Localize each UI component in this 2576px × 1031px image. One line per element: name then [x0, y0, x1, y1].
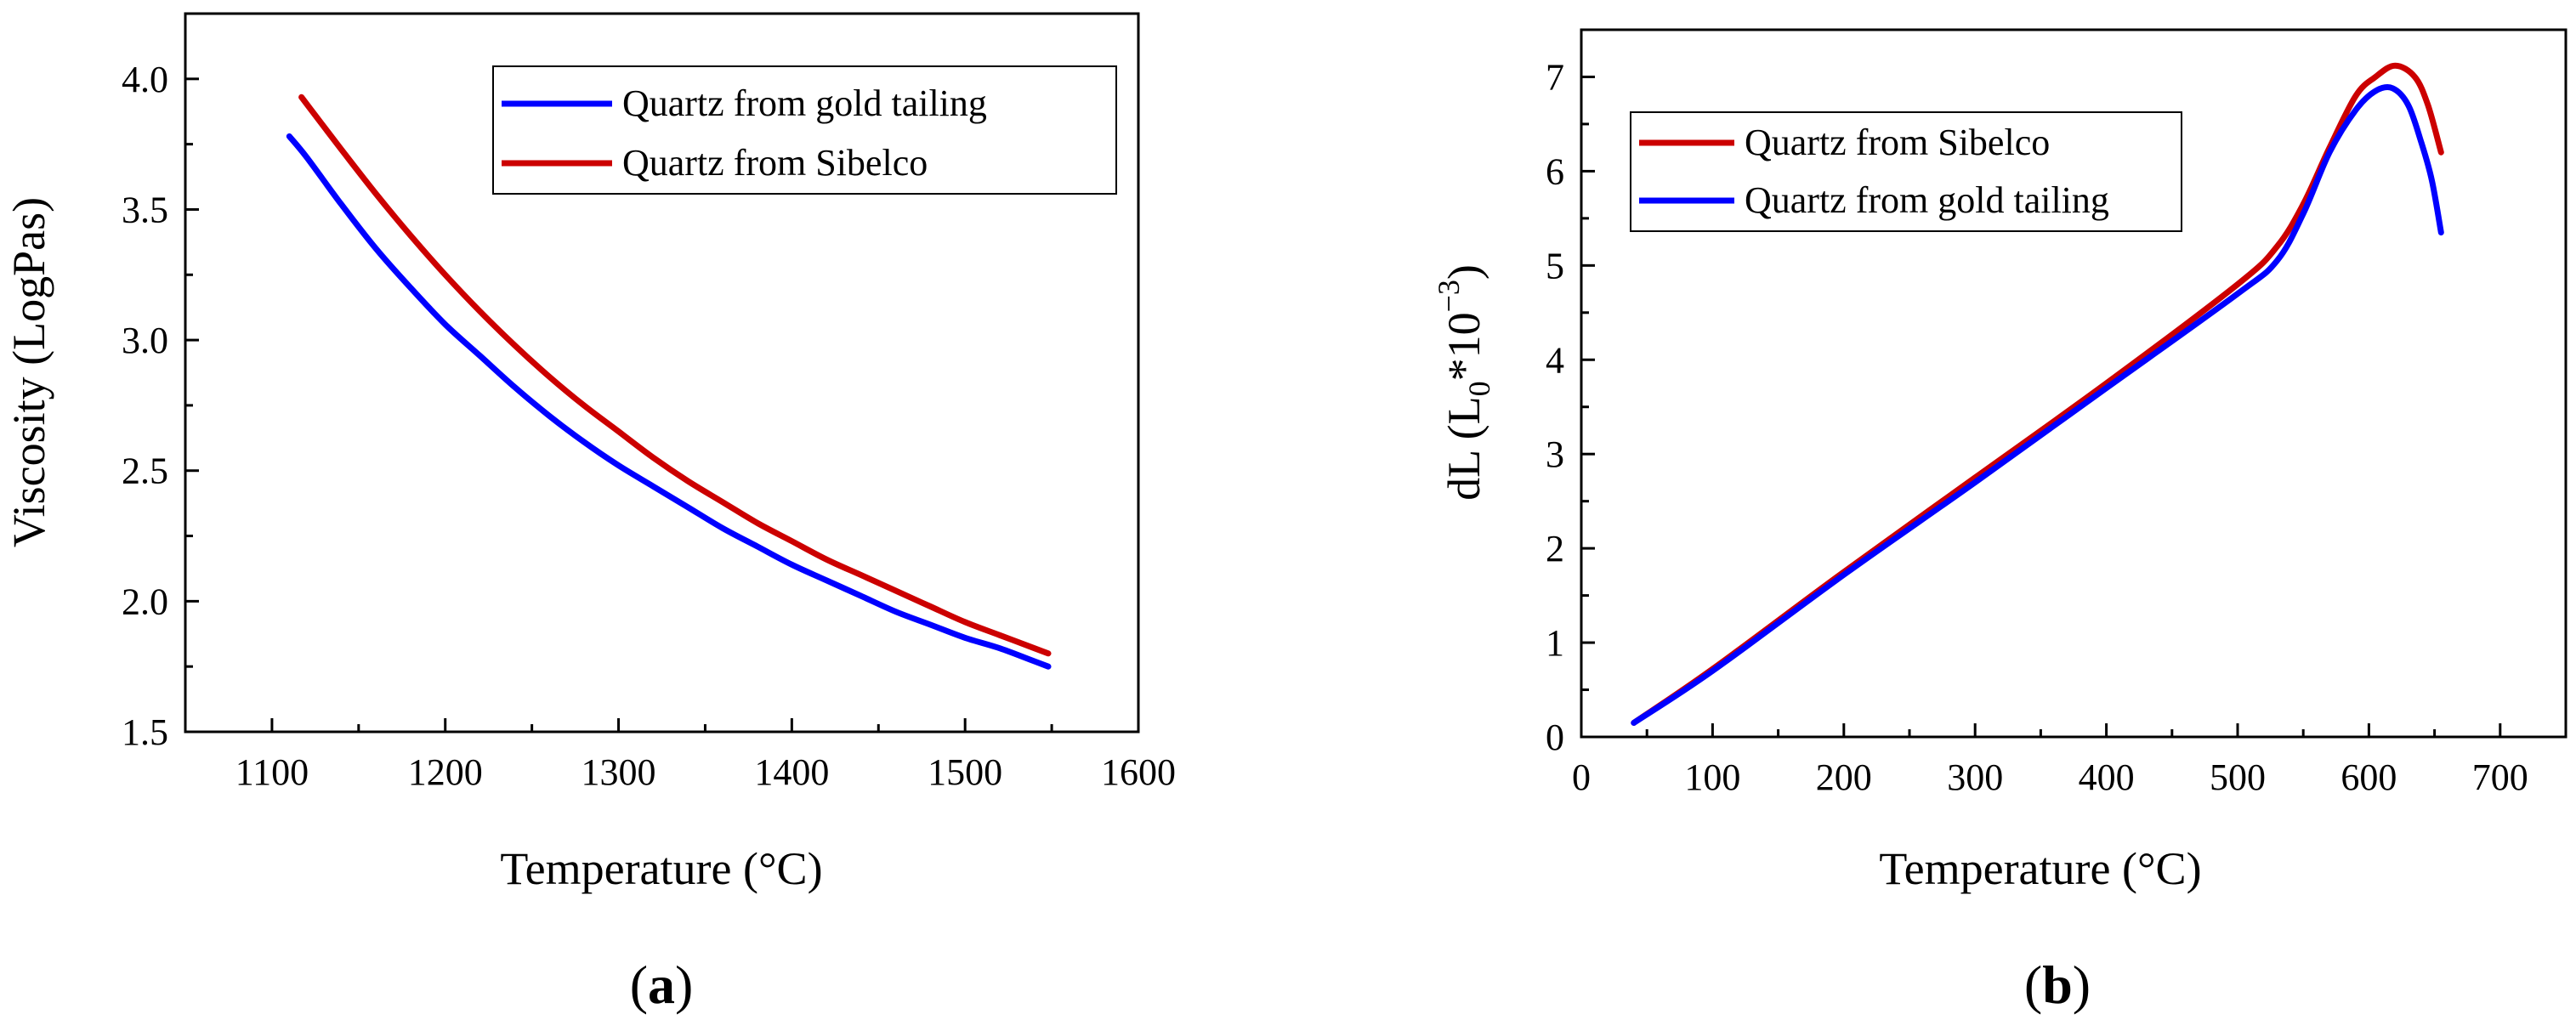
y-tick-label-b-6: 6 — [1546, 150, 1564, 192]
x-tick-label-b-4: 400 — [2079, 756, 2135, 798]
x-tick-labels-b: 0 100 200 300 400 500 600 700 — [1572, 756, 2528, 798]
y-tick-label-b-2: 2 — [1546, 528, 1564, 569]
x-tick-label-a-2: 1300 — [582, 751, 656, 793]
panel-label-a: (a) — [630, 955, 694, 1015]
series-group-b — [1631, 62, 2444, 726]
y-tick-labels-b: 0 1 2 3 4 5 6 7 — [1546, 56, 1564, 758]
y-tick-label-b-5: 5 — [1546, 245, 1564, 286]
legend-box-b — [1630, 111, 2182, 232]
series-line-b-quartz-from-gold-tailing — [1631, 84, 2444, 726]
y-tick-labels-a: 1.5 2.0 2.5 3.0 3.5 4.0 — [122, 59, 168, 753]
tick-marks-a — [185, 77, 1140, 734]
y-tick-label-b-7: 7 — [1546, 56, 1564, 98]
x-tick-label-a-5: 1600 — [1101, 751, 1176, 793]
series-line-a-quartz-from-gold-tailing — [286, 133, 1052, 670]
chart-panel-b: 0 100 200 300 400 500 600 700 0 1 2 3 4 5 6 7 Temperat… — [1432, 28, 2567, 1015]
y-axis-title-b: dL (L0*10−3) — [1432, 264, 1496, 501]
legend-label-sibelco-b: Quartz from Sibelco — [1745, 122, 2050, 163]
x-tick-labels-a: 1100 1200 1300 1400 1500 1600 — [235, 751, 1176, 793]
legend-label-gold-tailing-a: Quartz from gold tailing — [622, 82, 987, 124]
y-tick-label-a-4: 3.5 — [122, 189, 168, 230]
tick-marks-b — [1580, 75, 2502, 739]
x-tick-label-b-7: 700 — [2472, 756, 2528, 798]
y-tick-label-a-1: 2.0 — [122, 581, 168, 622]
x-tick-label-b-3: 300 — [1947, 756, 2003, 798]
y-axis-title-a: Viscosity (LogPas) — [3, 197, 54, 547]
legend-label-gold-tailing-b: Quartz from gold tailing — [1745, 179, 2109, 221]
x-tick-label-a-0: 1100 — [235, 751, 309, 793]
x-axis-title-a: Temperature (°C) — [500, 843, 822, 894]
y-tick-label-a-2: 2.5 — [122, 450, 168, 492]
series-group-a — [286, 93, 1052, 670]
y-tick-label-a-3: 3.0 — [122, 320, 168, 361]
y-tick-label-a-5: 4.0 — [122, 59, 168, 100]
legend-a: Quartz from gold tailing Quartz from Sib… — [492, 65, 1117, 195]
plot-frame-b — [1580, 28, 2567, 739]
y-tick-label-b-3: 3 — [1546, 433, 1564, 475]
x-tick-label-b-1: 100 — [1684, 756, 1740, 798]
plot-frame-a — [184, 12, 1140, 734]
y-tick-label-a-0: 1.5 — [122, 711, 168, 753]
series-line-a-quartz-from-sibelco — [298, 93, 1052, 657]
y-tick-label-b-1: 1 — [1546, 622, 1564, 664]
x-tick-label-b-6: 600 — [2341, 756, 2397, 798]
y-tick-label-b-0: 0 — [1546, 717, 1564, 758]
x-tick-label-b-0: 0 — [1572, 756, 1591, 798]
legend-label-sibelco-a: Quartz from Sibelco — [622, 142, 928, 184]
chart-panel-a: 1100 1200 1300 1400 1500 1600 1.5 2.0 2.5 3.0 3.5… — [3, 12, 1176, 1015]
x-tick-label-b-2: 200 — [1816, 756, 1872, 798]
x-axis-title-b: Temperature (°C) — [1879, 843, 2201, 894]
x-tick-label-a-4: 1500 — [928, 751, 1002, 793]
x-tick-label-b-5: 500 — [2210, 756, 2266, 798]
x-tick-label-a-3: 1400 — [754, 751, 829, 793]
legend-box-a — [492, 65, 1117, 195]
y-tick-label-b-4: 4 — [1546, 339, 1564, 381]
panel-label-b: (b) — [2024, 955, 2091, 1015]
x-tick-label-a-1: 1200 — [408, 751, 483, 793]
legend-b: Quartz from Sibelco Quartz from gold tai… — [1630, 111, 2182, 232]
